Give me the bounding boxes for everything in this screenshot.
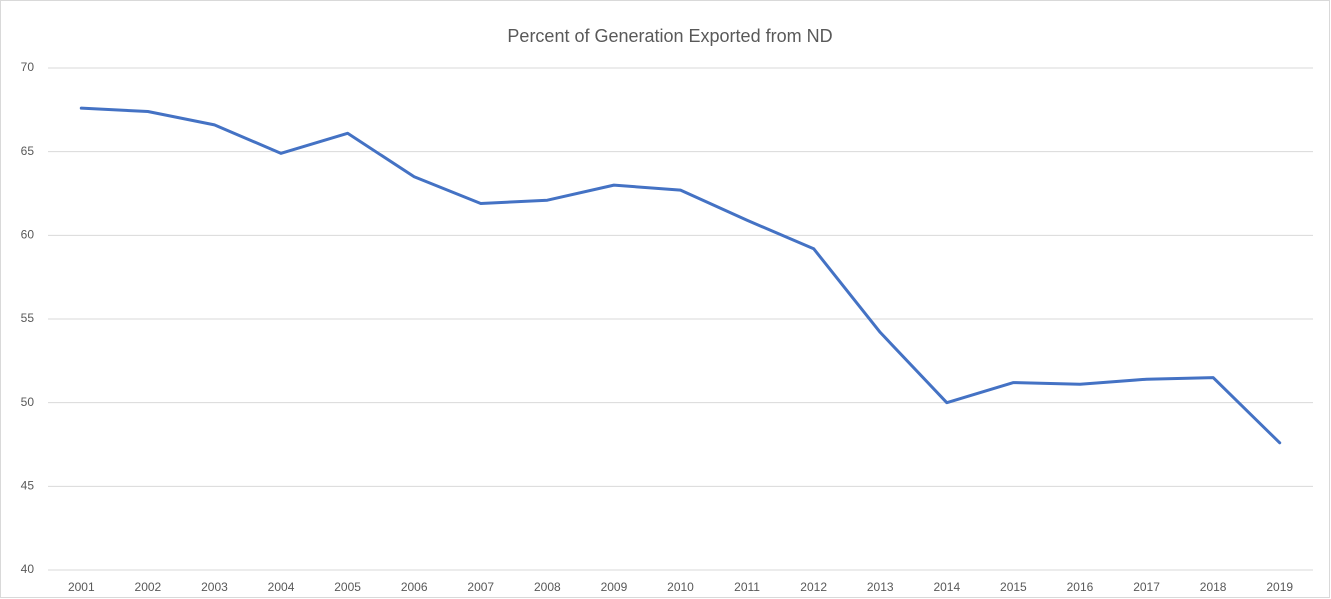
x-tick-label: 2011 [734, 580, 760, 594]
x-tick-label: 2005 [334, 580, 361, 594]
x-tick-label: 2004 [268, 580, 295, 594]
x-tick-label: 2019 [1266, 580, 1293, 594]
x-tick-label: 2015 [1000, 580, 1027, 594]
x-tick-label: 2001 [68, 580, 95, 594]
x-tick-label: 2014 [933, 580, 960, 594]
x-tick-label: 2002 [135, 580, 162, 594]
x-tick-label: 2007 [467, 580, 494, 594]
line-series [79, 106, 1282, 445]
x-tick-label: 2003 [201, 580, 228, 594]
x-tick-label: 2010 [667, 580, 694, 594]
chart-title: Percent of Generation Exported from ND [507, 26, 832, 46]
y-tick-label: 70 [21, 60, 35, 74]
y-tick-label: 65 [21, 144, 35, 158]
x-tick-label: 2016 [1067, 580, 1094, 594]
y-tick-label: 60 [21, 228, 35, 242]
x-tick-label: 2018 [1200, 580, 1227, 594]
y-tick-label: 45 [21, 479, 35, 493]
y-tick-label: 55 [21, 311, 35, 325]
x-tick-label: 2009 [601, 580, 628, 594]
y-tick-label: 50 [21, 395, 35, 409]
x-tick-label: 2017 [1133, 580, 1160, 594]
x-tick-label: 2006 [401, 580, 428, 594]
x-tick-label: 2012 [800, 580, 827, 594]
x-tick-label: 2008 [534, 580, 561, 594]
y-tick-label: 40 [21, 562, 35, 576]
x-tick-label: 2013 [867, 580, 894, 594]
